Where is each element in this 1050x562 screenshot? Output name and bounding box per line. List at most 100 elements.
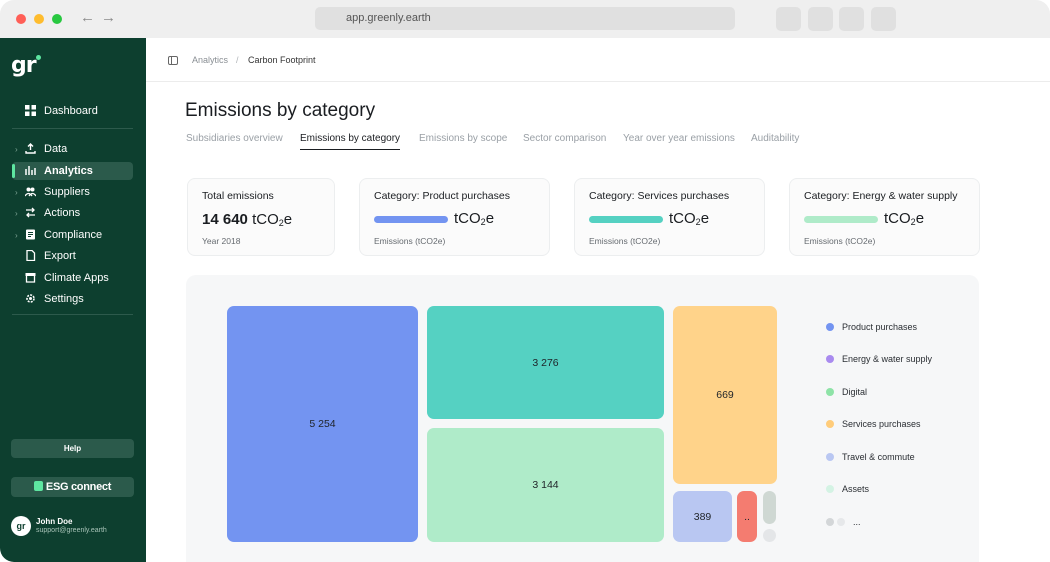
greenly-logo[interactable]: gr xyxy=(11,53,41,78)
legend-item-more[interactable]: ... xyxy=(826,516,861,528)
store-icon xyxy=(25,273,36,283)
main-content: Analytics / Carbon Footprint Emissions b… xyxy=(146,38,1050,562)
treemap-tile-services-purchases[interactable]: 3 276 xyxy=(427,306,664,419)
minimize-window-button[interactable] xyxy=(34,14,44,24)
sidebar-item-suppliers[interactable]: › Suppliers xyxy=(12,183,133,201)
browser-action-button[interactable] xyxy=(776,7,801,31)
treemap-tile-other[interactable]: .. xyxy=(737,491,757,542)
url-text: app.greenly.earth xyxy=(346,12,431,24)
browser-action-button[interactable] xyxy=(839,7,864,31)
close-window-button[interactable] xyxy=(16,14,26,24)
logo-accent-icon xyxy=(35,55,41,60)
treemap-tile-product-purchases[interactable]: 5 254 xyxy=(227,306,418,542)
treemap-panel: 5 254 3 276 3 144 669 389 .. Product pur… xyxy=(186,275,979,562)
legend-label: Services purchases xyxy=(842,419,921,429)
card-value: 14 640 tCO2e xyxy=(202,211,292,228)
grid-icon xyxy=(25,105,36,116)
legend-item-services-purchases[interactable]: Services purchases xyxy=(826,418,921,430)
sidebar-item-export[interactable]: Export xyxy=(12,247,133,265)
sidebar-item-label: Compliance xyxy=(44,229,103,241)
tab-subsidiaries-overview[interactable]: Subsidiaries overview xyxy=(186,133,283,144)
sidebar-item-label: Data xyxy=(44,143,68,155)
legend-label: Digital xyxy=(842,387,868,397)
people-icon xyxy=(25,187,36,197)
legend-label: Assets xyxy=(842,484,870,494)
chevron-right-icon: › xyxy=(15,187,18,197)
sidebar-item-label: Suppliers xyxy=(44,186,90,198)
tab-emissions-by-category[interactable]: Emissions by category xyxy=(300,133,401,150)
treemap-tile-energy-water[interactable]: 3 144 xyxy=(427,428,664,542)
legend-item-travel-commute[interactable]: Travel & commute xyxy=(826,451,915,463)
forward-arrow-icon[interactable]: → xyxy=(101,9,116,26)
unit-subscript: 2 xyxy=(695,217,701,227)
arrows-icon xyxy=(26,207,35,218)
sidebar-item-dashboard[interactable]: Dashboard xyxy=(12,102,133,120)
browser-action-button[interactable] xyxy=(808,7,833,31)
legend-dot xyxy=(826,453,834,461)
address-bar[interactable]: app.greenly.earth xyxy=(315,7,735,30)
chevron-right-icon: › xyxy=(15,208,18,218)
tab-year-over-year-emissions[interactable]: Year over year emissions xyxy=(623,133,735,144)
tab-auditability[interactable]: Auditability xyxy=(751,133,800,144)
energy-water-card: Category: Energy & water supply tCO2e Em… xyxy=(789,178,980,256)
breadcrumb-analytics[interactable]: Analytics xyxy=(192,55,229,65)
unit-suffix: e xyxy=(283,211,293,228)
card-subtitle: Emissions (tCO2e) xyxy=(804,236,876,246)
unit-suffix: e xyxy=(915,210,925,227)
page-title: Emissions by category xyxy=(185,100,376,121)
unit-text: tCO xyxy=(252,211,279,228)
sidebar-item-actions[interactable]: › Actions xyxy=(12,204,133,222)
card-subtitle: Emissions (tCO2e) xyxy=(374,236,446,246)
value-bar xyxy=(374,216,448,223)
legend-dot xyxy=(826,355,834,363)
chevron-right-icon: › xyxy=(15,230,18,240)
card-unit: tCO2e xyxy=(669,210,709,227)
treemap-tile-tiny[interactable] xyxy=(763,529,776,542)
card-title: Category: Energy & water supply xyxy=(804,190,958,202)
tab-emissions-by-scope[interactable]: Emissions by scope xyxy=(419,133,508,144)
treemap-tile-travel[interactable]: 389 xyxy=(673,491,732,542)
sidebar-item-label: Actions xyxy=(44,207,81,219)
legend-item-product-purchases[interactable]: Product purchases xyxy=(826,321,917,333)
toggle-sidebar-icon[interactable] xyxy=(168,56,178,65)
sidebar-item-data[interactable]: › Data xyxy=(12,140,133,158)
logo-text: gr xyxy=(11,53,37,78)
treemap-tile-services[interactable]: 669 xyxy=(673,306,777,484)
legend-item-digital[interactable]: Digital xyxy=(826,386,867,398)
value-bar xyxy=(589,216,663,223)
browser-chrome: ← → app.greenly.earth xyxy=(0,0,1050,38)
top-bar: Analytics / Carbon Footprint xyxy=(146,38,1050,82)
tab-sector-comparison[interactable]: Sector comparison xyxy=(523,133,607,144)
legend-label: Energy & water supply xyxy=(842,354,933,364)
chart-icon xyxy=(25,166,36,175)
sidebar-item-climate-apps[interactable]: Climate Apps xyxy=(12,269,133,287)
legend-dot xyxy=(826,485,834,493)
upload-icon xyxy=(25,143,36,154)
user-name: John Doe xyxy=(36,517,73,526)
legend-label: Travel & commute xyxy=(842,452,915,462)
sidebar-item-compliance[interactable]: › Compliance xyxy=(12,226,133,244)
card-unit: tCO2e xyxy=(454,210,494,227)
breadcrumb-separator: / xyxy=(236,55,239,65)
file-icon xyxy=(26,250,36,261)
unit-text: tCO xyxy=(454,210,481,227)
maximize-window-button[interactable] xyxy=(52,14,62,24)
sidebar-item-settings[interactable]: Settings xyxy=(12,290,133,308)
bolt-icon xyxy=(33,481,43,491)
avatar[interactable]: gr xyxy=(11,516,31,536)
legend-label: Product purchases xyxy=(842,322,918,332)
esg-connect-button[interactable]: ESG connect xyxy=(11,477,134,497)
help-button[interactable]: Help xyxy=(11,439,134,458)
sidebar-item-analytics[interactable]: Analytics xyxy=(12,162,133,180)
unit-subscript: 2 xyxy=(910,217,916,227)
value-bar xyxy=(804,216,878,223)
sidebar-item-label: Settings xyxy=(44,293,84,305)
browser-action-button[interactable] xyxy=(871,7,896,31)
legend-item-assets[interactable]: Assets xyxy=(826,483,869,495)
sidebar-divider xyxy=(12,314,133,315)
sidebar-item-label: Climate Apps xyxy=(44,272,109,284)
back-arrow-icon[interactable]: ← xyxy=(80,9,95,26)
treemap-tile-small[interactable] xyxy=(763,491,776,524)
legend-item-energy-water[interactable]: Energy & water supply xyxy=(826,353,932,365)
